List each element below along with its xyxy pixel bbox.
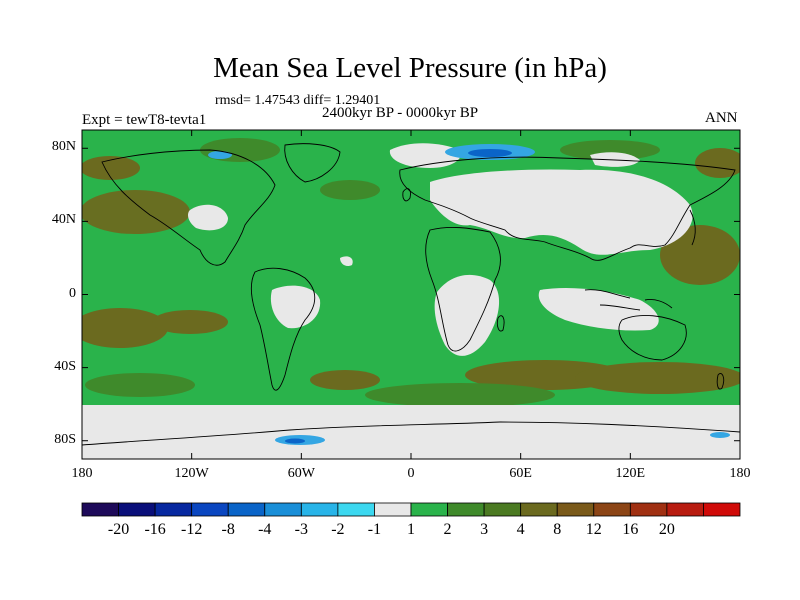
deep-negative-patches [285,149,512,444]
coast-uk [402,188,411,202]
colorbar-box [556,502,595,517]
stats-text: rmsd= 1.47543 diff= 1.29401 [215,93,381,108]
low-anomaly-patches [82,143,740,459]
lon-tick-label: 0 [407,466,415,481]
chart-title: Mean Sea Level Pressure (in hPa) [213,52,607,84]
map-tick-marks [81,130,741,459]
colorbar-label: -16 [144,521,166,538]
experiment-label: Expt = tewT8-tevta1 [82,112,207,128]
colorbar-box [374,502,412,517]
colorbar-label: -12 [180,521,203,538]
coast-greenland [284,143,341,183]
colorbar-label: -4 [258,521,272,538]
coast-eurasia [399,156,736,261]
colorbar-label: 4 [516,521,525,538]
lon-tick-label: 120E [615,466,646,481]
colorbar-box [227,502,266,517]
colorbar-box [520,502,558,517]
lat-tick-label: 80N [51,139,76,155]
colorbar-box [300,502,339,517]
colorbar-label: -20 [107,521,130,538]
colorbar-box [191,502,229,517]
colorbar-label: -8 [221,521,235,538]
colorbar-label: 12 [585,521,602,538]
colorbar-label: 20 [658,521,675,538]
colorbar-label: -2 [331,521,345,538]
colorbar-box [447,502,485,517]
lat-tick-label: 40S [54,358,76,374]
lon-tick-label: 60W [287,466,315,481]
coast-australia [618,315,687,361]
coast-africa [425,226,501,352]
colorbar-label: -1 [367,521,382,538]
colorbar-label: 8 [553,521,562,538]
colorbar-box [154,502,193,517]
high-anomaly-patches [82,148,740,394]
colorbar-box [81,502,119,517]
coast-japan [689,209,696,246]
lon-tick-label: 120W [174,466,209,481]
coast-new-zealand [716,373,725,390]
lat-tick-label: 40N [51,212,76,228]
coast-antarctica [82,421,740,446]
colorbar-label: 2 [443,521,452,538]
season-label: ANN [705,110,738,126]
colorbar-label: -3 [294,521,308,538]
colorbar-box [264,502,302,517]
lat-tick-label: 0 [69,285,76,301]
coast-north-america [101,149,276,266]
colorbar-box [483,502,522,517]
lat-tick-label: 80S [54,431,76,447]
coast-south-america [250,267,316,391]
coast-madagascar [496,315,505,332]
lon-tick-label: 180 [71,466,93,481]
colorbar-box [337,502,375,517]
lon-tick-label: 180 [729,466,751,481]
lon-tick-label: 60E [509,466,532,481]
colorbar-box [703,502,741,517]
coastlines [82,143,740,446]
period-text: 2400kyr BP - 0000kyr BP [322,105,479,121]
colorbar-label: 3 [480,521,489,538]
coast-indonesia [584,289,673,311]
colorbar-label: 1 [407,521,415,538]
colorbar-box [593,502,631,517]
colorbar-box [666,502,704,517]
colorbar-label: 16 [622,521,639,538]
colorbar-box [629,502,668,517]
colorbar-box [410,502,448,517]
colorbar-box [118,502,156,517]
